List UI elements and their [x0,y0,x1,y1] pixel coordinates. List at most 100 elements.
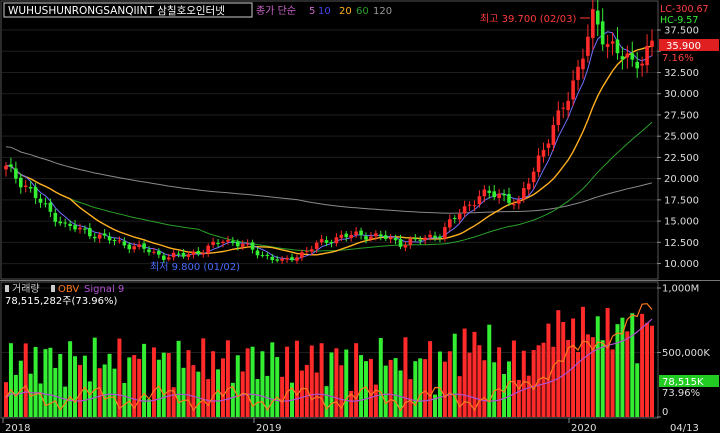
volume-bar [161,352,166,417]
volume-tick-label: 500,000K [662,348,710,359]
volume-bar [112,368,117,417]
candle-body [517,199,521,204]
volume-bar [176,340,181,417]
volume-bar [368,358,373,417]
candle-body [561,107,566,109]
candle-body [502,193,506,196]
candle-body [521,188,526,200]
volume-bar [53,367,58,417]
volume-bar [171,387,176,417]
price-tick-label: 15.000 [664,217,699,228]
candle-body [201,253,206,255]
volume-bar [580,306,585,417]
price-y-axis: 10.000 12.500 15.000 17.500 20.000 22.500 25.0… [657,26,699,270]
candle-body [28,187,33,189]
volume-bar [117,338,122,417]
volume-title: 거래량 [12,283,40,295]
volume-bar [472,331,477,417]
candle-body [176,253,181,255]
ma-legend-5: 5 [309,6,315,17]
candle-body [226,240,230,242]
volume-bar [536,345,541,417]
volume-bar [58,353,63,417]
volume-bar [181,367,186,417]
volume-bar [546,323,551,417]
candle-body [566,100,570,111]
volume-bar [77,364,82,417]
candle-body [18,177,23,188]
candle-body [472,205,477,207]
volume-bar [107,353,112,417]
volume-bar [294,340,299,417]
volume-bar [487,324,492,417]
volume-bar [433,394,438,417]
hc-label: HC-9.57 [660,15,698,26]
volume-bar [344,349,349,417]
volume-bar [196,371,201,417]
candle-body [221,241,225,244]
candle-body [339,234,344,238]
candle-body [507,194,511,203]
candle-body [97,234,102,239]
candle-body [314,242,319,249]
ma-60-line [5,121,653,252]
candle-body [625,53,630,58]
volume-bar [275,357,280,417]
candle-body [211,241,215,245]
volume-bar [630,313,635,417]
date-tick-label: 2018 [5,423,30,433]
volume-bar [309,345,314,417]
current-price-box [659,39,719,51]
volume-bar [102,364,107,417]
date-x-axis: 2018 2019 2020 04/13 [2,418,699,433]
volume-bar [43,349,48,417]
candle-body [403,244,408,248]
candle-body [610,41,615,44]
price-tick-label: 25.000 [664,132,699,143]
volume-bar [526,375,531,417]
signal-legend: Signal 9 [84,284,124,295]
candle-body [58,221,63,224]
title-box [3,2,253,18]
candle-body [265,254,270,256]
candle-body [88,227,92,237]
volume-bar [378,338,383,417]
volume-bar [413,361,418,417]
volume-bar [151,347,156,417]
candle-body [418,239,423,241]
volume-bar [640,313,645,417]
volume-bar [635,363,640,417]
volume-bar [122,382,127,417]
volume-bar [600,340,605,417]
ma-legend-prefix: 종가 단순 [256,5,296,17]
ma-5-line [5,31,653,261]
candle-body [615,39,620,54]
candle-body [595,10,600,25]
candle-body [305,250,309,252]
candle-body [467,204,472,206]
candle-body [270,256,275,261]
moving-average-lines [5,31,653,261]
candle-body [166,257,171,260]
candle-body [531,171,536,183]
candle-body [408,239,413,245]
volume-bar [285,346,290,417]
volume-bar [363,361,368,417]
volume-bar [650,325,654,417]
candle-body [127,244,132,250]
candle-body [457,213,462,220]
volume-bar [403,337,408,417]
candle-body [452,218,457,220]
candle-body [147,249,151,253]
candle-body [295,257,299,261]
candle-body [260,255,265,257]
volume-bar [216,369,221,417]
volume-bar [304,364,309,417]
volume-bar [349,390,354,417]
volume-bar [354,343,359,417]
volume-bar [255,378,260,417]
candle-body [374,233,378,237]
candle-body [53,212,58,222]
candle-body [586,36,590,56]
